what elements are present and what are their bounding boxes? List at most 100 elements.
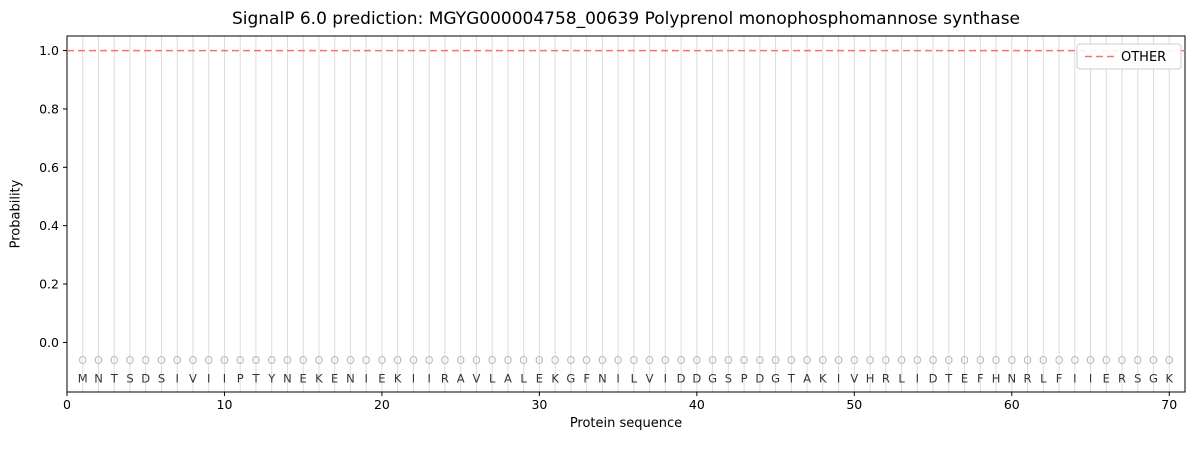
residue-letter: T bbox=[787, 371, 796, 385]
residue-letter: D bbox=[929, 371, 938, 385]
residue-letter: D bbox=[141, 371, 150, 385]
residue-marker: O bbox=[472, 354, 481, 367]
residue-marker: O bbox=[724, 354, 733, 367]
residue-letter: I bbox=[364, 371, 367, 385]
residue-letter: R bbox=[882, 371, 890, 385]
residue-letter: I bbox=[207, 371, 210, 385]
residue-marker: O bbox=[141, 354, 150, 367]
x-tick-label: 50 bbox=[846, 397, 862, 412]
residue-marker: O bbox=[378, 354, 387, 367]
residue-letter: I bbox=[616, 371, 619, 385]
residue-letter: I bbox=[412, 371, 415, 385]
residue-letter: E bbox=[961, 371, 968, 385]
y-tick-label: 0.0 bbox=[39, 335, 59, 350]
residue-marker: O bbox=[346, 354, 355, 367]
residue-marker: O bbox=[881, 354, 890, 367]
residue-marker: O bbox=[992, 354, 1001, 367]
residue-marker: O bbox=[1039, 354, 1048, 367]
residue-letter: I bbox=[837, 371, 840, 385]
residue-letter: D bbox=[692, 371, 701, 385]
residue-marker: O bbox=[425, 354, 434, 367]
residue-marker: O bbox=[126, 354, 135, 367]
residue-marker: O bbox=[661, 354, 670, 367]
residue-letter: L bbox=[631, 371, 638, 385]
residue-marker: O bbox=[551, 354, 560, 367]
residue-letter: N bbox=[283, 371, 292, 385]
residue-marker: O bbox=[582, 354, 591, 367]
legend: OTHER bbox=[1076, 43, 1182, 70]
residue-letter: G bbox=[771, 371, 780, 385]
residue-marker: O bbox=[818, 354, 827, 367]
residue-letter: K bbox=[551, 371, 559, 385]
residue-letter: A bbox=[504, 371, 512, 385]
residue-letter: T bbox=[110, 371, 119, 385]
residue-letter: T bbox=[944, 371, 953, 385]
x-tick-label: 60 bbox=[1004, 397, 1020, 412]
residue-marker: O bbox=[1118, 354, 1127, 367]
residue-marker: O bbox=[267, 354, 276, 367]
residue-letter: I bbox=[427, 371, 430, 385]
residue-letter: I bbox=[916, 371, 919, 385]
residue-letter: H bbox=[866, 371, 875, 385]
residue-marker: O bbox=[441, 354, 450, 367]
residue-marker: O bbox=[504, 354, 513, 367]
residue-letter: I bbox=[176, 371, 179, 385]
x-tick-label: 30 bbox=[531, 397, 547, 412]
residue-marker: O bbox=[1070, 354, 1079, 367]
y-tick-label: 0.2 bbox=[39, 277, 59, 292]
residue-marker: O bbox=[929, 354, 938, 367]
residue-letter: N bbox=[598, 371, 607, 385]
residue-marker: O bbox=[1149, 354, 1158, 367]
residue-marker: O bbox=[1023, 354, 1032, 367]
chart-title: SignalP 6.0 prediction: MGYG000004758_00… bbox=[231, 9, 1021, 29]
residue-marker: O bbox=[488, 354, 497, 367]
residue-marker: O bbox=[456, 354, 465, 367]
residue-letter: F bbox=[977, 371, 984, 385]
residue-marker: O bbox=[519, 354, 528, 367]
legend-box bbox=[1076, 43, 1182, 70]
residue-letter: F bbox=[1056, 371, 1063, 385]
residue-letter: Y bbox=[267, 371, 276, 385]
residue-letter: V bbox=[850, 371, 858, 385]
residue-marker: O bbox=[236, 354, 245, 367]
residue-letter: S bbox=[126, 371, 133, 385]
residue-letter: L bbox=[489, 371, 496, 385]
x-tick-label: 20 bbox=[374, 397, 390, 412]
residue-letter: L bbox=[520, 371, 527, 385]
residue-marker: O bbox=[803, 354, 812, 367]
residue-marker: O bbox=[315, 354, 324, 367]
residue-letter: S bbox=[725, 371, 732, 385]
residue-marker: O bbox=[693, 354, 702, 367]
residue-marker: O bbox=[1133, 354, 1142, 367]
residue-marker: O bbox=[598, 354, 607, 367]
x-axis-label: Protein sequence bbox=[569, 416, 683, 431]
residue-marker: O bbox=[645, 354, 654, 367]
residue-marker: O bbox=[204, 354, 213, 367]
residue-marker: O bbox=[252, 354, 261, 367]
residue-letter: V bbox=[646, 371, 654, 385]
residue-marker: O bbox=[1055, 354, 1064, 367]
residue-letter: I bbox=[1089, 371, 1092, 385]
residue-letter: S bbox=[158, 371, 165, 385]
residue-marker: O bbox=[677, 354, 686, 367]
x-tick-label: 40 bbox=[689, 397, 705, 412]
residue-marker: O bbox=[283, 354, 292, 367]
residue-marker: O bbox=[173, 354, 182, 367]
residue-letter: M bbox=[78, 371, 88, 385]
residue-letter: G bbox=[566, 371, 575, 385]
legend-entry-label: OTHER bbox=[1121, 50, 1166, 65]
y-tick-label: 0.6 bbox=[39, 160, 59, 175]
residue-letter: I bbox=[223, 371, 226, 385]
residue-letter: K bbox=[819, 371, 827, 385]
residue-marker: O bbox=[94, 354, 103, 367]
residue-letter: K bbox=[394, 371, 402, 385]
residue-marker: O bbox=[850, 354, 859, 367]
residue-marker: O bbox=[756, 354, 765, 367]
residue-marker: O bbox=[78, 354, 87, 367]
residue-marker: O bbox=[362, 354, 371, 367]
x-tick-label: 70 bbox=[1161, 397, 1177, 412]
residue-marker: O bbox=[567, 354, 576, 367]
residue-letter: E bbox=[536, 371, 543, 385]
residue-marker: O bbox=[630, 354, 639, 367]
